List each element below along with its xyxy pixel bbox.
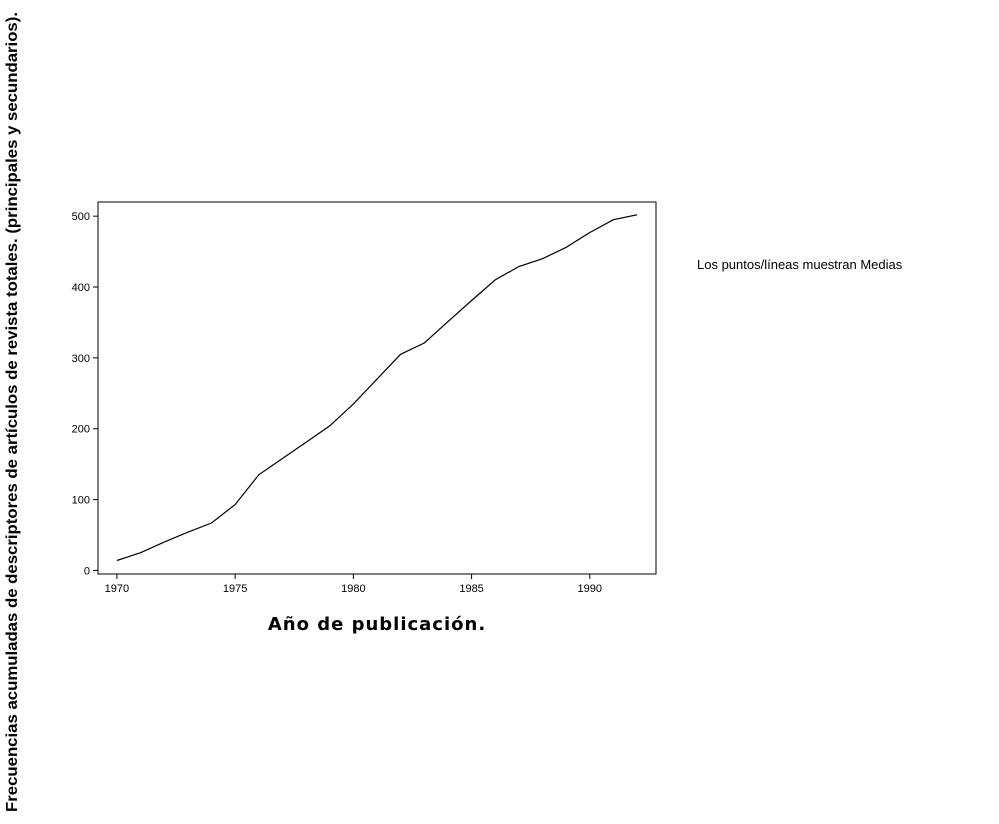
- y-tick-label: 100: [72, 495, 90, 507]
- x-tick-label: 1990: [578, 583, 602, 595]
- y-tick-label: 200: [72, 424, 90, 436]
- x-axis: 1970 1975 1980 1985 1990: [105, 574, 602, 595]
- series-line: [116, 214, 638, 562]
- x-tick-label: 1980: [341, 583, 365, 595]
- y-tick-label: 400: [72, 282, 90, 294]
- y-tick-label: 500: [72, 211, 90, 223]
- x-tick-label: 1975: [223, 583, 247, 595]
- y-tick-label: 0: [84, 565, 90, 577]
- x-tick-label: 1970: [105, 583, 129, 595]
- y-axis-label: Frecuencias acumuladas de descriptores d…: [4, 12, 21, 812]
- annotation-text: Los puntos/líneas muestran Medias: [697, 257, 903, 272]
- x-axis-label: Año de publicación.: [268, 614, 486, 635]
- plot-area-frame: [97, 201, 657, 575]
- y-axis: 0 100 200 300 400 500: [72, 211, 98, 577]
- x-tick-label: 1985: [459, 583, 483, 595]
- y-tick-label: 300: [72, 353, 90, 365]
